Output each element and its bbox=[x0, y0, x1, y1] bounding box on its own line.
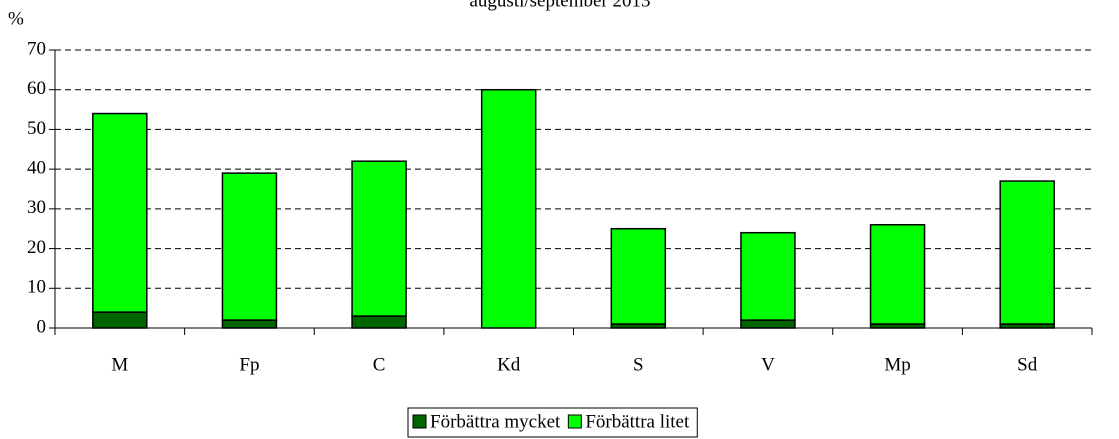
bar-segment bbox=[221, 172, 278, 321]
x-tick-label: C bbox=[373, 354, 386, 375]
y-axis-label: % bbox=[8, 8, 24, 29]
y-tick-label: 20 bbox=[27, 237, 46, 258]
y-tick-label: 0 bbox=[37, 316, 47, 337]
y-tick-label: 50 bbox=[27, 118, 46, 139]
y-tick-label: 40 bbox=[27, 158, 46, 179]
bar-segment bbox=[92, 311, 148, 329]
x-tick-label: Sd bbox=[1017, 354, 1038, 375]
legend-box bbox=[407, 407, 698, 438]
bar-segment bbox=[999, 180, 1055, 325]
x-tick-label: Fp bbox=[239, 354, 259, 375]
legend-label: Förbättra mycket bbox=[430, 411, 561, 432]
y-tick-label: 70 bbox=[27, 38, 46, 59]
legend-swatch bbox=[567, 414, 582, 429]
bar-segment bbox=[869, 223, 926, 325]
y-tick-label: 60 bbox=[27, 78, 46, 99]
legend-swatch bbox=[412, 414, 427, 429]
bar-segment bbox=[740, 231, 796, 321]
bar-segment bbox=[480, 88, 537, 329]
y-tick-label: 30 bbox=[27, 197, 46, 218]
x-tick-label: S bbox=[633, 354, 644, 375]
chart-title: augusti/september 2013 bbox=[470, 0, 651, 11]
bar-segment bbox=[92, 112, 148, 313]
bar-segment bbox=[351, 315, 407, 329]
x-tick-label: Mp bbox=[884, 354, 910, 375]
bar-segment bbox=[740, 319, 796, 329]
x-tick-label: M bbox=[111, 354, 128, 375]
y-tick-label: 10 bbox=[27, 277, 46, 298]
x-tick-label: V bbox=[761, 354, 775, 375]
legend-label: Förbättra litet bbox=[585, 411, 690, 432]
bar-segment bbox=[351, 160, 407, 317]
bar-segment bbox=[610, 227, 667, 325]
x-tick-label: Kd bbox=[497, 354, 521, 375]
bar-segment bbox=[221, 319, 278, 329]
